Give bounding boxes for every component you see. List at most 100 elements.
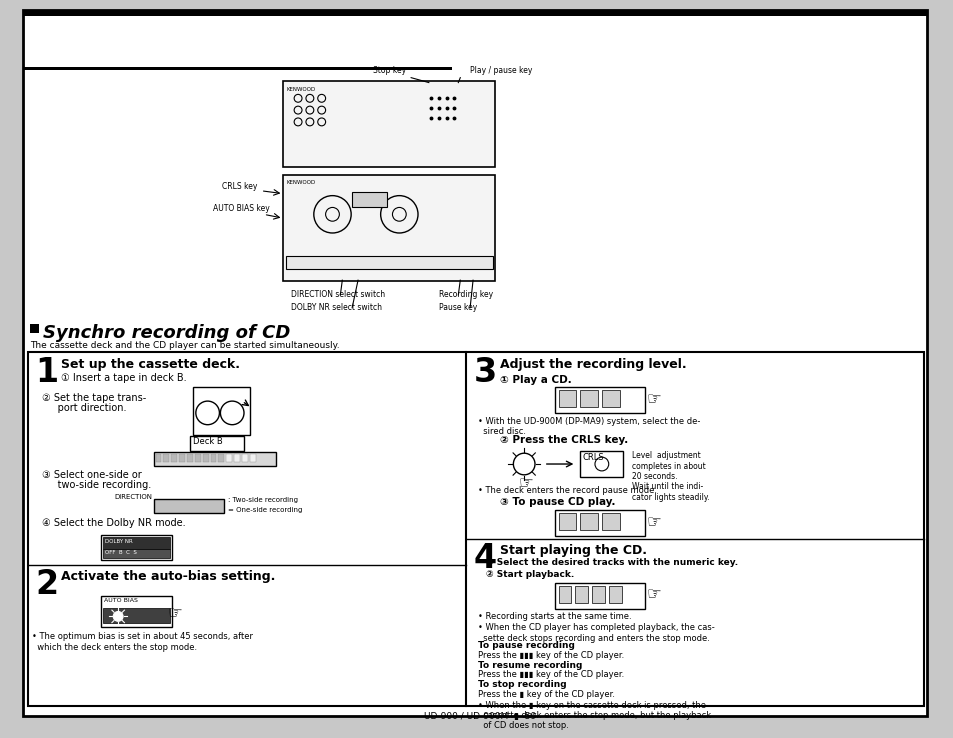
Text: • Recording starts at the same time.: • Recording starts at the same time. [477, 613, 631, 621]
Bar [579, 513, 598, 530]
Bar [30, 325, 38, 334]
Text: 3: 3 [474, 356, 497, 389]
Bar [554, 387, 644, 413]
Text: • When the CD player has completed playback, the cas-
  sette deck stops recordi: • When the CD player has completed playb… [477, 624, 714, 643]
Text: DIRECTION select switch: DIRECTION select switch [291, 290, 385, 299]
Text: ① Select the desired tracks with the numeric key.: ① Select the desired tracks with the num… [485, 559, 738, 568]
Text: To pause recording: To pause recording [477, 641, 575, 650]
Bar [202, 454, 209, 462]
Text: AUTO BIAS key: AUTO BIAS key [213, 204, 269, 213]
Text: CRLS key: CRLS key [222, 182, 257, 190]
Text: OFF  B  C  S: OFF B C S [105, 550, 137, 554]
Bar [103, 548, 170, 559]
Bar [101, 596, 172, 627]
Text: ① Play a CD.: ① Play a CD. [499, 375, 571, 384]
Text: Press the ▮▮▮ key of the CD player.: Press the ▮▮▮ key of the CD player. [477, 651, 623, 660]
Bar [155, 454, 161, 462]
Text: UD-900 / UD-900M  ▮  59: UD-900 / UD-900M ▮ 59 [423, 711, 536, 721]
Text: KENWOOD: KENWOOD [286, 180, 315, 185]
Text: Set up the cassette deck.: Set up the cassette deck. [61, 358, 240, 370]
Bar [28, 352, 923, 706]
Bar [23, 67, 452, 70]
Text: ③ To pause CD play.: ③ To pause CD play. [499, 497, 615, 508]
Text: ① Insert a tape in deck B.: ① Insert a tape in deck B. [61, 373, 187, 382]
Bar [23, 10, 926, 15]
Text: • With the UD-900M (DP-MA9) system, select the de-
  sired disc.: • With the UD-900M (DP-MA9) system, sele… [477, 417, 700, 436]
Bar [558, 513, 576, 530]
Text: KENWOOD: KENWOOD [286, 88, 315, 92]
Bar [163, 454, 169, 462]
Bar [558, 586, 571, 603]
Bar [554, 510, 644, 536]
Bar [575, 586, 587, 603]
Text: Level  adjustment
completes in about
20 seconds.
Wait until the indi-
cator ligh: Level adjustment completes in about 20 s… [632, 451, 709, 502]
Text: To stop recording: To stop recording [477, 680, 566, 689]
Bar [283, 80, 495, 167]
Text: DIRECTION: DIRECTION [114, 494, 152, 500]
Text: Deck B: Deck B [193, 438, 222, 446]
Bar [579, 390, 598, 407]
Bar [233, 454, 240, 462]
Text: Adjust the recording level.: Adjust the recording level. [499, 358, 685, 370]
Text: Press the ▮▮▮ key of the CD player.: Press the ▮▮▮ key of the CD player. [477, 670, 623, 680]
Bar [218, 454, 224, 462]
Text: ② Press the CRLS key.: ② Press the CRLS key. [499, 435, 627, 444]
Bar [153, 452, 276, 466]
Text: CRLS: CRLS [581, 453, 603, 462]
Bar [592, 586, 604, 603]
Bar [608, 586, 620, 603]
Text: To resume recording: To resume recording [477, 661, 581, 669]
Bar [193, 387, 250, 435]
Text: 1: 1 [35, 356, 59, 389]
Text: ④ Select the Dolby NR mode.: ④ Select the Dolby NR mode. [43, 518, 186, 528]
Bar [103, 537, 170, 548]
Text: port direction.: port direction. [43, 403, 127, 413]
Text: Activate the auto-bias setting.: Activate the auto-bias setting. [61, 570, 275, 583]
Text: = One-side recording: = One-side recording [228, 507, 302, 513]
Text: ☞: ☞ [517, 475, 533, 493]
Text: 2: 2 [35, 568, 59, 601]
Bar [179, 454, 185, 462]
Text: Stop key: Stop key [373, 66, 406, 75]
Bar [242, 454, 248, 462]
Bar [250, 454, 255, 462]
Text: The cassette deck and the CD player can be started simultaneously.: The cassette deck and the CD player can … [30, 341, 339, 350]
Bar [286, 255, 492, 269]
Bar [601, 513, 618, 530]
Bar [579, 451, 623, 477]
Text: : Two-side recording: : Two-side recording [228, 497, 298, 503]
Bar [558, 390, 576, 407]
Text: Play / pause key: Play / pause key [470, 66, 532, 75]
Bar [554, 583, 644, 609]
Bar [226, 454, 232, 462]
Bar [101, 535, 172, 560]
Bar [601, 390, 618, 407]
Text: • The optimum bias is set in about 45 seconds, after
  which the deck enters the: • The optimum bias is set in about 45 se… [31, 632, 253, 652]
Text: • The deck enters the record pause mode.: • The deck enters the record pause mode. [477, 486, 657, 494]
Circle shape [113, 612, 123, 621]
Text: Start playing the CD.: Start playing the CD. [499, 544, 646, 556]
Bar [172, 454, 177, 462]
Text: Synchro recording of CD: Synchro recording of CD [44, 325, 291, 342]
Text: ☞: ☞ [167, 604, 182, 623]
Text: ☞: ☞ [646, 390, 661, 408]
Text: Press the ▮ key of the CD player.
• When the ▮ key on the cassette deck is press: Press the ▮ key of the CD player. • When… [477, 690, 710, 731]
Bar [194, 454, 200, 462]
Bar [187, 454, 193, 462]
Text: DOLBY NR: DOLBY NR [105, 539, 133, 544]
Bar [153, 500, 224, 513]
Text: ② Start playback.: ② Start playback. [485, 570, 574, 579]
Text: ☞: ☞ [646, 513, 661, 531]
Text: Pause key: Pause key [438, 303, 476, 311]
Text: two-side recording.: two-side recording. [43, 480, 152, 490]
Text: ☞: ☞ [646, 586, 661, 604]
Text: DOLBY NR select switch: DOLBY NR select switch [291, 303, 382, 311]
Text: AUTO BIAS: AUTO BIAS [104, 598, 138, 603]
Bar [103, 607, 170, 624]
Text: Recording key: Recording key [438, 290, 493, 299]
Bar [283, 175, 495, 281]
Text: 4: 4 [474, 542, 497, 575]
Bar [211, 454, 216, 462]
Bar [190, 435, 244, 451]
Text: ② Set the tape trans-: ② Set the tape trans- [43, 393, 147, 403]
